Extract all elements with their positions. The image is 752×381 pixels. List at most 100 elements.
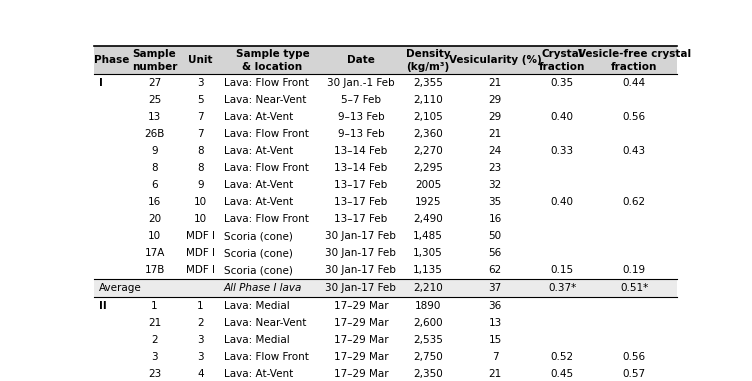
Text: 1890: 1890 (415, 301, 441, 311)
Text: Phase: Phase (94, 55, 129, 65)
Bar (94, 46, 677, 74)
Text: 13–14 Feb: 13–14 Feb (334, 163, 387, 173)
Text: 1,135: 1,135 (413, 265, 443, 275)
Text: 2,270: 2,270 (413, 146, 443, 156)
Text: 9: 9 (197, 180, 204, 190)
Text: Lava: Flow Front: Lava: Flow Front (224, 129, 309, 139)
Text: 8: 8 (197, 146, 204, 156)
Text: 30 Jan-17 Feb: 30 Jan-17 Feb (326, 265, 396, 275)
Text: 13–17 Feb: 13–17 Feb (334, 214, 387, 224)
Text: 1925: 1925 (414, 197, 441, 207)
Text: Lava: Medial: Lava: Medial (224, 301, 290, 311)
Text: 17–29 Mar: 17–29 Mar (334, 318, 388, 328)
Text: Lava: Near-Vent: Lava: Near-Vent (224, 95, 306, 105)
Text: 2,535: 2,535 (413, 335, 443, 345)
Text: 25: 25 (148, 95, 161, 105)
Text: Crystal: Crystal (541, 49, 583, 59)
Text: 0.40: 0.40 (550, 112, 574, 122)
Text: 62: 62 (489, 265, 502, 275)
Text: 0.15: 0.15 (550, 265, 574, 275)
Text: 13: 13 (489, 318, 502, 328)
Text: 0.52: 0.52 (550, 352, 574, 362)
Text: 10: 10 (194, 214, 207, 224)
Text: 2: 2 (151, 335, 158, 345)
Text: MDF I: MDF I (186, 248, 215, 258)
Text: 0.43: 0.43 (623, 146, 646, 156)
Text: 17A: 17A (144, 248, 165, 258)
Text: 56: 56 (489, 248, 502, 258)
Text: Vesicularity (%): Vesicularity (%) (449, 55, 541, 65)
Text: 23: 23 (489, 163, 502, 173)
Text: 23: 23 (148, 369, 161, 379)
Text: 35: 35 (489, 197, 502, 207)
Text: 8: 8 (197, 163, 204, 173)
Text: 3: 3 (197, 78, 204, 88)
Text: 6: 6 (151, 180, 158, 190)
Text: (kg/m³): (kg/m³) (406, 62, 450, 72)
Text: 37: 37 (489, 283, 502, 293)
Text: 0.45: 0.45 (550, 369, 574, 379)
Text: 0.51*: 0.51* (620, 283, 648, 293)
Text: 2,750: 2,750 (413, 352, 443, 362)
Text: 27: 27 (148, 78, 161, 88)
Text: Vesicle-free crystal: Vesicle-free crystal (578, 49, 691, 59)
Text: 1: 1 (197, 301, 204, 311)
Text: MDF I: MDF I (186, 265, 215, 275)
Text: 7: 7 (492, 352, 499, 362)
Text: 2,210: 2,210 (413, 283, 443, 293)
Text: 13: 13 (148, 112, 161, 122)
Text: Lava: At-Vent: Lava: At-Vent (224, 180, 293, 190)
Text: 13–14 Feb: 13–14 Feb (334, 146, 387, 156)
Text: 8: 8 (151, 163, 158, 173)
Text: 29: 29 (489, 112, 502, 122)
Text: Unit: Unit (188, 55, 213, 65)
Text: 16: 16 (489, 214, 502, 224)
Text: 2,355: 2,355 (413, 78, 443, 88)
Text: 0.40: 0.40 (550, 197, 574, 207)
Text: 0.37*: 0.37* (548, 283, 576, 293)
Text: number: number (132, 62, 177, 72)
Text: 21: 21 (489, 129, 502, 139)
Text: Lava: At-Vent: Lava: At-Vent (224, 112, 293, 122)
Text: 0.33: 0.33 (550, 146, 574, 156)
Text: 0.19: 0.19 (623, 265, 646, 275)
Text: 0.44: 0.44 (623, 78, 646, 88)
Text: 13–17 Feb: 13–17 Feb (334, 197, 387, 207)
Text: 9–13 Feb: 9–13 Feb (338, 129, 384, 139)
Text: 1,305: 1,305 (413, 248, 443, 258)
Text: 21: 21 (489, 369, 502, 379)
Text: 17–29 Mar: 17–29 Mar (334, 301, 388, 311)
Text: 36: 36 (489, 301, 502, 311)
Text: 3: 3 (151, 352, 158, 362)
Text: 2: 2 (197, 318, 204, 328)
Text: 9: 9 (151, 146, 158, 156)
Text: Scoria (cone): Scoria (cone) (224, 248, 293, 258)
Text: All Phase I lava: All Phase I lava (224, 283, 302, 293)
Text: 1,485: 1,485 (413, 231, 443, 241)
Text: Density: Density (405, 49, 450, 59)
Text: Lava: At-Vent: Lava: At-Vent (224, 146, 293, 156)
Text: II: II (99, 301, 107, 311)
Text: MDF I: MDF I (186, 231, 215, 241)
Text: Lava: Flow Front: Lava: Flow Front (224, 78, 309, 88)
Text: 2,600: 2,600 (413, 318, 443, 328)
Text: Sample: Sample (132, 49, 177, 59)
Text: 2,490: 2,490 (413, 214, 443, 224)
Text: Lava: Near-Vent: Lava: Near-Vent (224, 318, 306, 328)
Text: 17–29 Mar: 17–29 Mar (334, 335, 388, 345)
Text: Scoria (cone): Scoria (cone) (224, 231, 293, 241)
Text: 20: 20 (148, 214, 161, 224)
Text: 21: 21 (489, 78, 502, 88)
Text: 5: 5 (197, 95, 204, 105)
Text: 2005: 2005 (415, 180, 441, 190)
Text: 3: 3 (197, 335, 204, 345)
Text: 17B: 17B (144, 265, 165, 275)
Text: Scoria (cone): Scoria (cone) (224, 265, 293, 275)
Text: 26B: 26B (144, 129, 165, 139)
Text: 2,105: 2,105 (413, 112, 443, 122)
Text: Lava: Flow Front: Lava: Flow Front (224, 163, 309, 173)
Text: 0.62: 0.62 (623, 197, 646, 207)
Text: 29: 29 (489, 95, 502, 105)
Text: Date: Date (347, 55, 374, 65)
Text: 0.56: 0.56 (623, 112, 646, 122)
